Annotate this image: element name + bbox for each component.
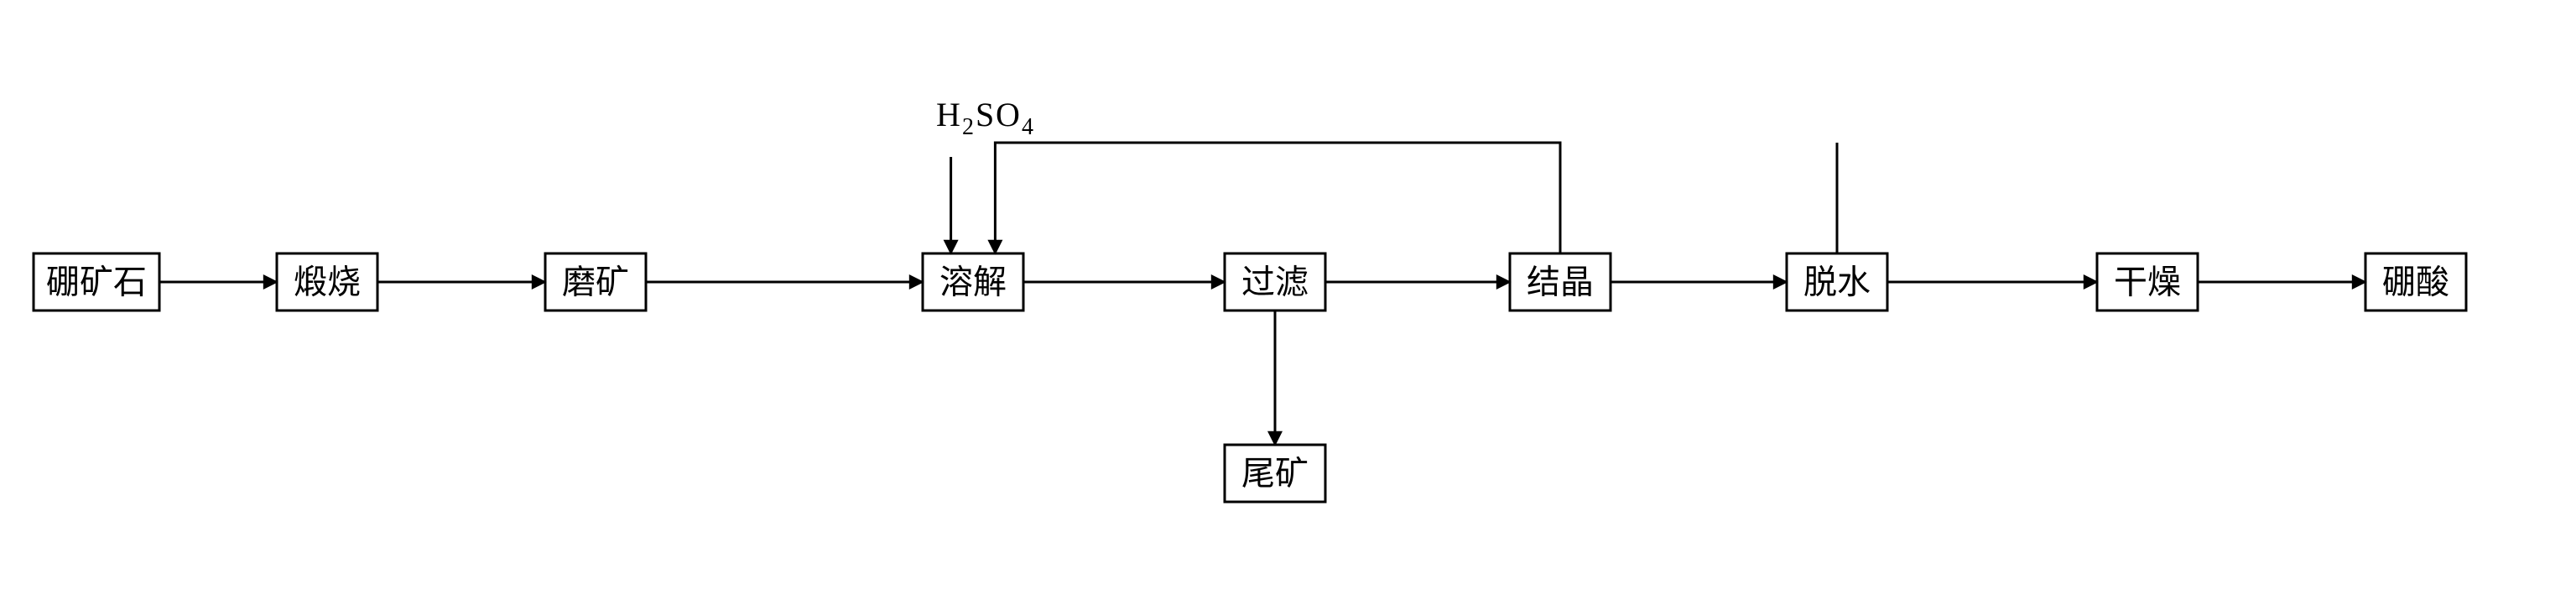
h2so4-label-segment: H [936,96,960,133]
flow-node-label: 尾矿 [1241,455,1309,493]
flow-node-n5: 结晶 [1510,253,1611,311]
flow-node-label: 结晶 [1527,264,1594,301]
flow-node-n1: 煅烧 [277,253,377,311]
flow-node-label: 过滤 [1241,264,1309,301]
flow-node-n4: 过滤 [1225,253,1325,311]
flow-node-n6: 脱水 [1787,253,1887,311]
h2so4-label-segment: S [976,96,994,133]
flow-node-n0: 硼矿石 [34,253,159,311]
h2so4-label-segment: 2 [962,114,974,140]
flow-node-n9: 尾矿 [1225,445,1325,502]
flow-node-label: 硼矿石 [46,264,147,301]
flow-node-label: 脱水 [1803,264,1871,301]
flow-node-n2: 磨矿 [545,253,646,311]
flow-node-n7: 干燥 [2097,253,2198,311]
flow-node-label: 硼酸 [2382,264,2449,301]
h2so4-label: H2SO4 [936,96,1033,140]
flow-node-label: 煅烧 [294,264,361,301]
h2so4-label-segment: O [996,96,1020,133]
flow-node-label: 干燥 [2114,264,2181,301]
flow-node-label: 溶解 [939,264,1007,301]
flow-edge-feedback [995,143,1560,253]
flow-node-n8: 硼酸 [2365,253,2466,311]
flow-node-n3: 溶解 [923,253,1023,311]
flow-node-label: 磨矿 [562,264,629,301]
h2so4-label-segment: 4 [1022,114,1033,140]
